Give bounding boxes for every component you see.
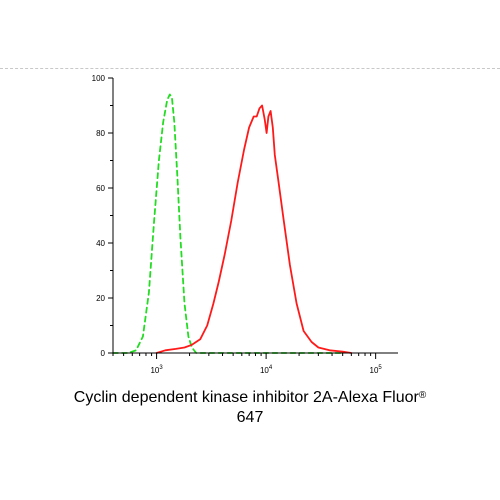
series-line-1 [112,93,344,354]
series-layer [112,93,353,354]
series-line-2 [155,104,353,354]
y-tick-label-0: 0 [101,349,106,358]
top-divider-line [0,68,500,69]
x-axis-label-line2: 647 [236,409,264,426]
x-axis-label: Cyclin dependent kinase inhibitor 2A-Ale… [0,388,500,428]
axes-layer: 0 20 40 60 80 100 103 104 105 [92,74,398,375]
x-tick-label-5: 105 [370,365,383,375]
registered-mark: ® [418,390,427,401]
y-tick-label-40: 40 [96,239,105,248]
x-tick-label-4: 104 [260,365,273,375]
x-tick-exponent: 4 [269,365,273,371]
x-axis-label-text: Cyclin dependent kinase inhibitor 2A-Ale… [73,389,419,406]
x-tick-label-3: 103 [150,365,163,375]
x-tick-exponent: 5 [378,365,382,371]
y-tick-label-80: 80 [96,129,105,138]
y-tick-label-20: 20 [96,294,105,303]
y-tick-label-100: 100 [92,74,106,83]
y-tick-label-60: 60 [96,184,105,193]
x-tick-exponent: 3 [159,365,163,371]
